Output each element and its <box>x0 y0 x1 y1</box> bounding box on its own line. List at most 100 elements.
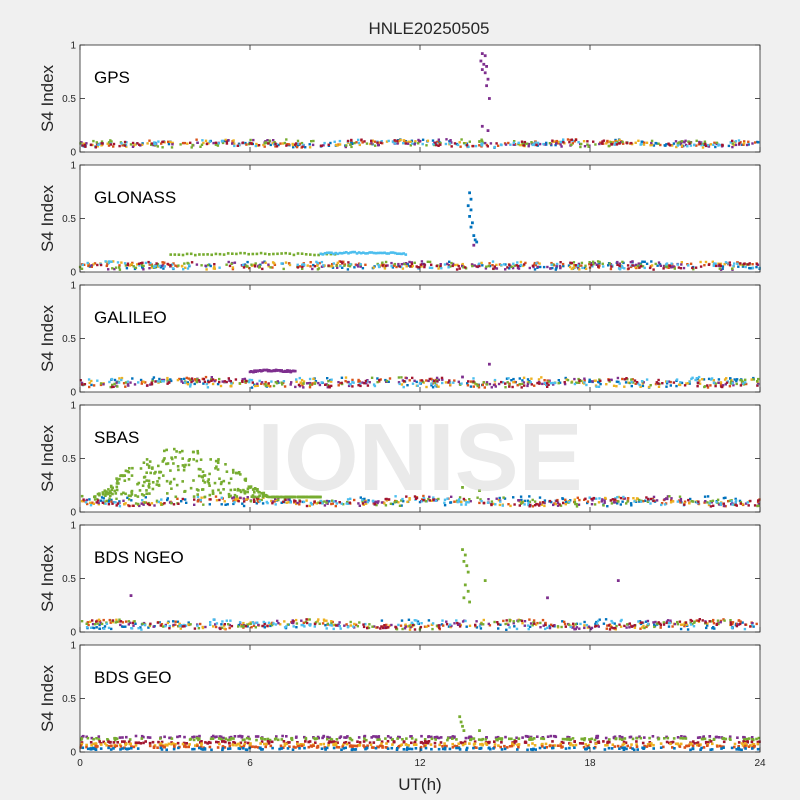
data-point <box>649 502 652 505</box>
data-point <box>512 743 515 747</box>
data-point <box>741 382 745 385</box>
data-point <box>150 142 154 145</box>
data-point <box>614 498 617 501</box>
data-point <box>346 268 350 271</box>
data-point <box>344 376 348 379</box>
data-point <box>222 736 225 740</box>
data-point <box>264 745 267 749</box>
data-point <box>142 268 145 271</box>
data-point <box>151 467 154 470</box>
data-point <box>580 379 583 383</box>
data-point <box>391 266 395 269</box>
data-point <box>344 145 347 149</box>
data-point <box>378 738 381 741</box>
data-point <box>292 253 296 257</box>
data-point <box>696 736 700 739</box>
data-point <box>298 747 301 750</box>
data-point <box>273 263 277 266</box>
y-tick-label: 0.5 <box>62 574 76 585</box>
data-point <box>588 380 591 383</box>
data-point <box>170 487 173 490</box>
data-point <box>197 474 201 478</box>
data-point <box>196 449 199 453</box>
data-point <box>538 746 542 750</box>
data-point <box>568 746 571 750</box>
data-point <box>578 268 581 271</box>
data-point <box>666 497 669 501</box>
data-point <box>277 495 280 499</box>
data-point <box>168 627 171 630</box>
data-point <box>214 252 218 256</box>
data-point <box>137 627 140 630</box>
data-point <box>100 144 103 147</box>
data-point <box>210 379 213 382</box>
data-point <box>734 503 737 506</box>
data-point <box>240 735 244 738</box>
data-point <box>250 378 254 382</box>
data-point <box>592 263 595 266</box>
data-point <box>211 491 215 495</box>
data-point <box>569 138 572 142</box>
data-point <box>517 737 521 740</box>
data-point <box>252 138 255 142</box>
data-point <box>370 139 373 143</box>
data-point <box>124 747 128 751</box>
data-point <box>232 499 235 502</box>
data-point <box>583 145 587 148</box>
data-point <box>176 620 180 623</box>
data-point <box>134 143 137 146</box>
data-point <box>755 737 758 741</box>
data-point <box>469 197 473 201</box>
data-point <box>529 503 532 507</box>
data-point <box>448 747 452 751</box>
data-point <box>718 267 721 270</box>
data-point <box>508 620 511 623</box>
data-point <box>520 386 523 389</box>
data-point <box>347 741 351 745</box>
data-point <box>602 622 606 625</box>
data-point <box>308 624 312 627</box>
data-point <box>245 143 248 146</box>
data-point <box>148 267 151 270</box>
data-point <box>133 620 136 623</box>
data-point <box>731 621 735 624</box>
data-point <box>677 499 681 502</box>
data-point <box>101 501 105 504</box>
data-point <box>100 622 104 626</box>
data-point <box>292 745 296 749</box>
data-point <box>167 381 171 384</box>
data-point <box>377 144 380 147</box>
data-point <box>721 267 724 270</box>
data-point <box>276 619 279 623</box>
data-point <box>151 378 154 381</box>
data-point <box>447 381 450 384</box>
data-point <box>746 263 749 266</box>
data-point <box>588 496 591 499</box>
data-point <box>184 745 188 749</box>
data-point <box>562 264 565 268</box>
data-point <box>244 625 248 628</box>
data-point <box>649 384 652 387</box>
data-point <box>141 622 144 625</box>
data-point <box>357 502 360 505</box>
data-point <box>492 747 495 750</box>
data-point <box>96 499 100 502</box>
data-point <box>111 619 115 622</box>
data-point <box>356 263 359 267</box>
data-point <box>313 253 316 257</box>
data-point <box>448 381 452 384</box>
data-point <box>462 596 466 600</box>
data-point <box>398 252 401 255</box>
data-point <box>295 626 298 629</box>
data-point <box>484 742 487 745</box>
data-point <box>559 266 562 270</box>
data-point <box>171 141 174 145</box>
data-point <box>275 382 279 385</box>
data-point <box>548 626 552 630</box>
data-point <box>683 503 686 506</box>
y-axis-label: S4 Index <box>38 544 57 612</box>
data-point <box>617 380 620 384</box>
data-point <box>312 377 315 381</box>
data-point <box>532 737 536 740</box>
data-point <box>711 499 715 502</box>
